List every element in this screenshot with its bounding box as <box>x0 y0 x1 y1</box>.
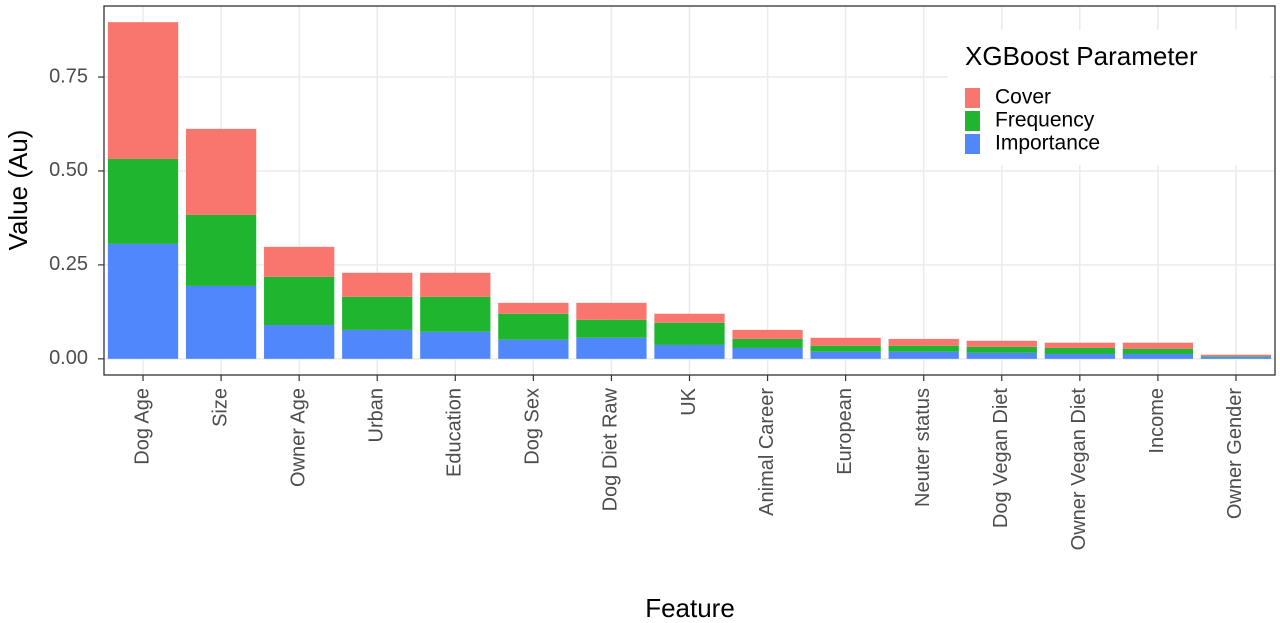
bar-segment <box>420 296 491 332</box>
x-tick-label: Neuter status <box>912 388 934 507</box>
bar-segment <box>342 272 413 297</box>
bar-segment <box>1122 342 1194 349</box>
legend-label: Frequency <box>995 109 1095 132</box>
bar-segment <box>342 296 413 330</box>
legend-label: Importance <box>995 132 1100 155</box>
x-tick-label: Owner Vegan Diet <box>1068 388 1090 551</box>
bar-segment <box>1200 356 1272 357</box>
x-tick-label: European <box>834 388 856 475</box>
y-tick-label: 0.50 <box>49 159 88 181</box>
legend-swatch <box>965 134 980 154</box>
bar-segment <box>732 329 803 339</box>
x-tick-label: Owner Age <box>287 388 309 487</box>
bar-segment <box>264 325 335 359</box>
x-tick-label: UK <box>678 387 700 415</box>
bar-segment <box>264 276 335 326</box>
bar-segment <box>966 352 1037 359</box>
bar-segment <box>1122 348 1194 354</box>
bar-segment <box>732 338 803 348</box>
y-axis-title: Value (Au) <box>3 130 33 251</box>
bar-segment <box>107 243 179 359</box>
bar-segment <box>1044 353 1115 359</box>
bar-segment <box>576 337 647 359</box>
bar-segment <box>185 285 257 359</box>
x-tick-label: Education <box>444 388 466 477</box>
bar-segment <box>264 246 335 277</box>
legend-swatch <box>965 111 980 131</box>
y-tick-label: 0.75 <box>49 65 88 87</box>
x-tick-label: Animal Career <box>756 388 778 516</box>
bar-segment <box>1122 353 1194 359</box>
x-tick-label: Dog Diet Raw <box>600 387 622 511</box>
bar-segment <box>498 302 569 314</box>
x-tick-label: Dog Sex <box>522 388 544 465</box>
bar-segment <box>966 346 1037 353</box>
bar-segment <box>1044 347 1115 354</box>
bar-segment <box>654 313 725 323</box>
bar-segment <box>654 322 725 345</box>
plot-border <box>103 5 1276 376</box>
bar-segment <box>1200 356 1272 359</box>
legend-label: Cover <box>995 86 1051 109</box>
x-axis-title: Feature <box>645 593 735 623</box>
bar-segment <box>185 214 257 286</box>
x-tick-label: Size <box>209 388 231 427</box>
bar-segment <box>107 158 179 244</box>
bar-segment <box>1044 342 1115 348</box>
bar-segment <box>498 339 569 359</box>
x-tick-label: Owner Gender <box>1224 388 1246 520</box>
y-tick-label: 0.00 <box>49 347 88 369</box>
bar-segment <box>498 313 569 340</box>
bar-segment <box>576 302 647 320</box>
bar-segment <box>732 347 803 359</box>
bar-segment <box>888 338 959 346</box>
legend-title: XGBoost Parameter <box>965 41 1198 71</box>
bar-segment <box>576 319 647 338</box>
bar-segment <box>888 351 959 359</box>
bar-segment <box>185 128 257 215</box>
bar-segment <box>107 22 179 159</box>
x-tick-label: Urban <box>366 388 388 442</box>
bar-segment <box>342 329 413 359</box>
x-tick-label: Dog Age <box>131 388 153 465</box>
y-tick-label: 0.25 <box>49 253 88 275</box>
bar-segment <box>888 345 959 352</box>
legend-box <box>948 30 1270 165</box>
bar-segment <box>1200 354 1272 357</box>
bar-segment <box>420 331 491 359</box>
x-tick-label: Income <box>1146 388 1168 454</box>
bar-segment <box>420 272 491 297</box>
bar-segment <box>810 337 881 346</box>
bar-segment <box>654 344 725 359</box>
x-tick-label: Dog Vegan Diet <box>990 388 1012 529</box>
bar-segment <box>810 345 881 352</box>
legend-swatch <box>965 88 980 108</box>
bar-segment <box>966 340 1037 347</box>
bar-segment <box>810 351 881 359</box>
